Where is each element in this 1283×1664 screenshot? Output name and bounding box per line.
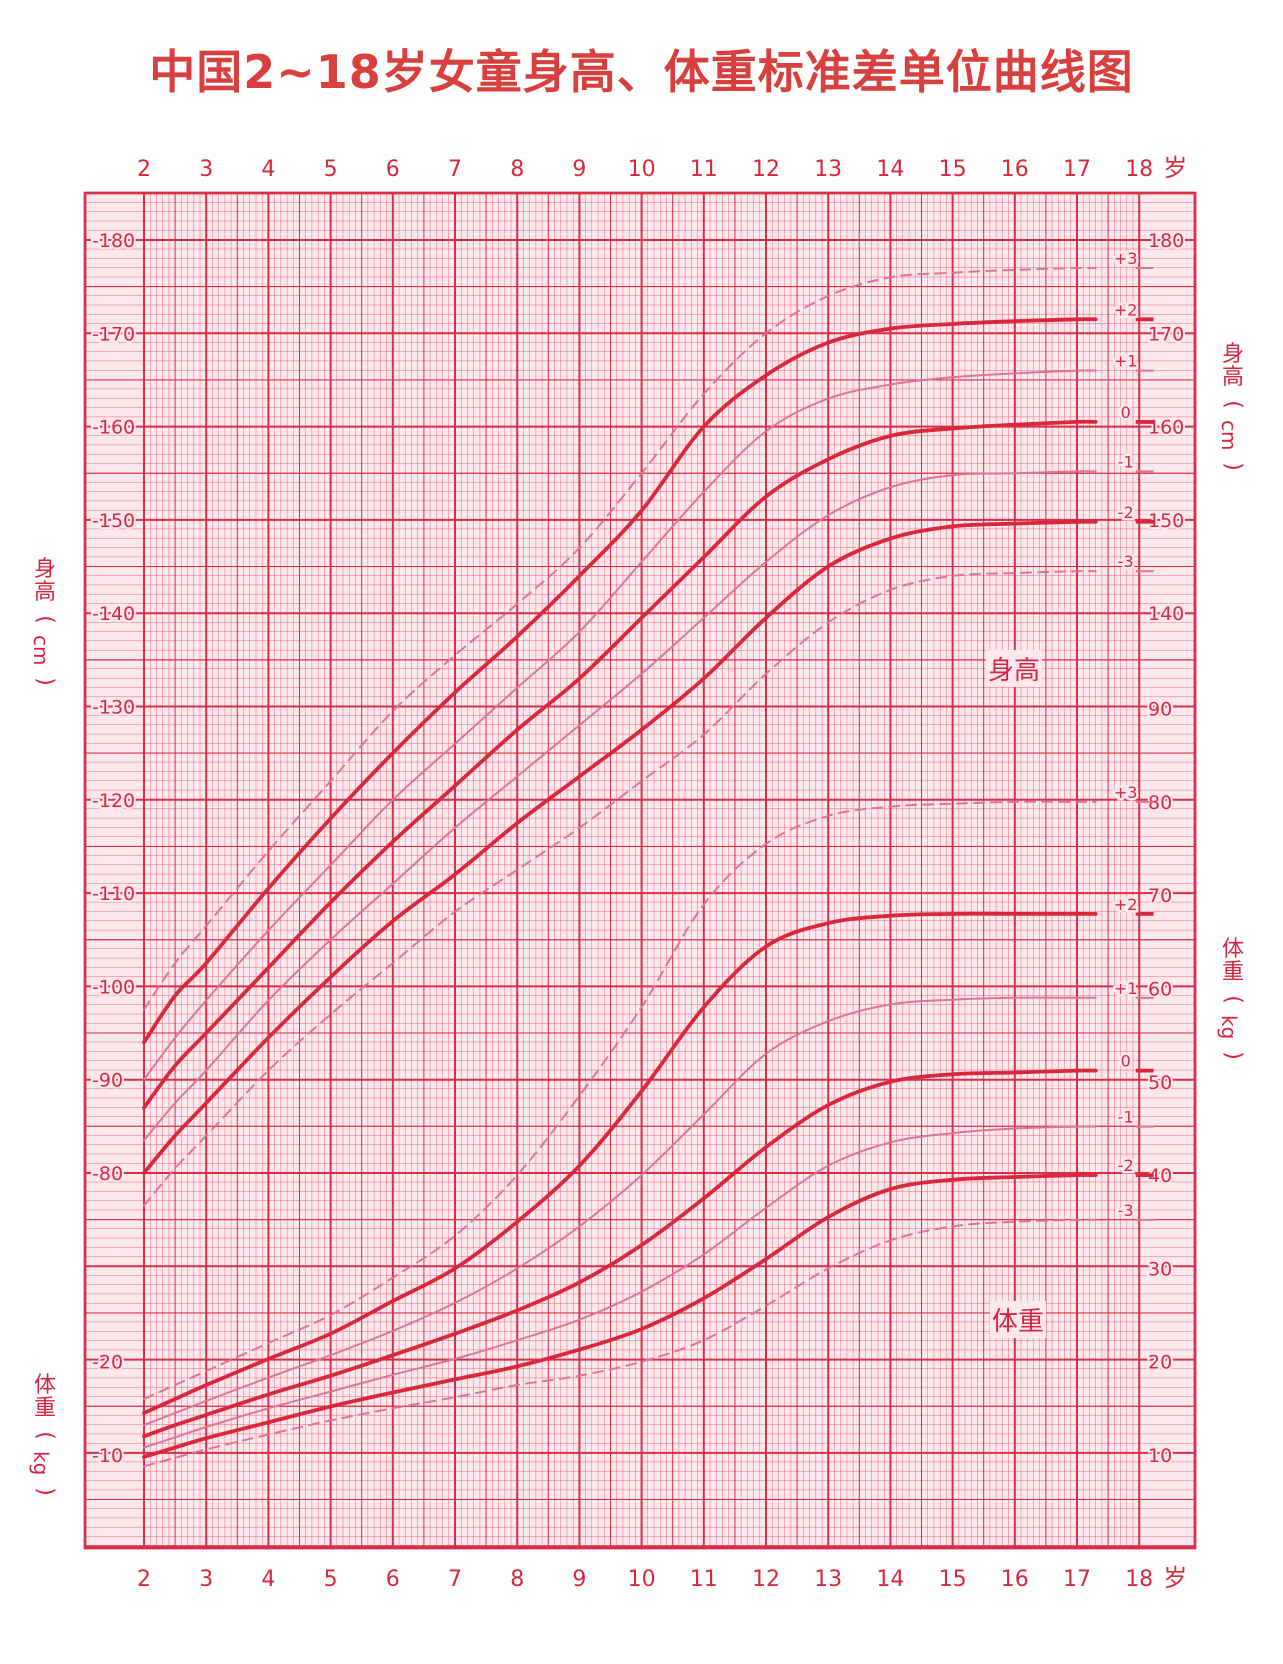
height-series-label: +1: [1114, 352, 1138, 371]
right-height-axis-label: 身高 ( cm ): [1217, 342, 1246, 471]
left-height-tick: -110: [92, 883, 135, 905]
chart-title: 中国2~18岁女童身高、体重标准差单位曲线图: [149, 45, 1134, 99]
x-tick-bottom: 15: [939, 1567, 967, 1592]
x-unit-bottom: 岁: [1163, 1564, 1187, 1592]
x-tick-bottom: 10: [628, 1567, 656, 1592]
left-height-tick: -80: [92, 1163, 123, 1185]
height-series-label: 0: [1121, 403, 1131, 422]
x-tick-bottom: 8: [510, 1567, 524, 1592]
x-tick-top: 8: [510, 157, 524, 182]
weight-curves-annotation: 体重: [990, 1301, 1047, 1338]
weight-series-label: +1: [1114, 979, 1138, 998]
right-weight-tick: 60: [1148, 979, 1172, 1001]
x-tick-bottom: 2: [137, 1567, 151, 1592]
x-tick-top: 14: [876, 157, 904, 182]
left-weight-axis-label: 体重 ( kg ): [29, 1373, 58, 1496]
weight-curve-minus1: [143, 1125, 1097, 1449]
x-tick-top: 10: [628, 157, 656, 182]
height-series-label: -1: [1118, 452, 1134, 471]
right-weight-tick: 30: [1148, 1258, 1172, 1280]
weight-curve-plus1: [143, 996, 1097, 1427]
height-curve-plus1: [143, 369, 1097, 1081]
weight-curve-minus3: [143, 1218, 1097, 1468]
weight-curve-0: [142, 1068, 1098, 1439]
x-tick-top: 2: [137, 157, 151, 182]
x-tick-bottom: 17: [1063, 1567, 1091, 1592]
right-height-tick: 170: [1148, 323, 1184, 345]
x-tick-bottom: 7: [448, 1567, 462, 1592]
weight-series-label: 0: [1121, 1052, 1131, 1071]
left-height-tick: -90: [92, 1070, 123, 1092]
x-tick-bottom: 13: [814, 1567, 842, 1592]
x-tick-bottom: 12: [752, 1567, 780, 1592]
height-curves-annotation: 身高: [986, 650, 1043, 687]
height-series-label: +3: [1114, 249, 1138, 268]
x-tick-top: 4: [261, 157, 275, 182]
left-height-tick: -120: [92, 790, 135, 812]
right-height-tick: 160: [1148, 417, 1184, 439]
x-tick-top: 15: [939, 157, 967, 182]
left-height-tick: -170: [92, 323, 135, 345]
left-height-tick: -150: [92, 510, 135, 532]
right-height-tick: 140: [1148, 603, 1184, 625]
height-series-label: +2: [1114, 300, 1138, 319]
x-unit-top: 岁: [1163, 154, 1187, 182]
x-tick-top: 12: [752, 157, 780, 182]
left-height-tick: -180: [92, 230, 135, 252]
weight-series-label: -1: [1118, 1108, 1134, 1127]
x-tick-top: 6: [386, 157, 400, 182]
x-tick-bottom: 9: [572, 1567, 586, 1592]
height-curve-plus2: [142, 317, 1098, 1045]
height-series-label: -2: [1118, 503, 1134, 522]
height-series-label: -3: [1118, 552, 1134, 571]
x-tick-bottom: 11: [690, 1567, 718, 1592]
right-weight-tick: 80: [1148, 792, 1172, 814]
x-tick-top: 3: [199, 157, 213, 182]
weight-curve-minus2: [142, 1173, 1098, 1459]
right-weight-tick: 20: [1148, 1352, 1172, 1374]
weight-series-label: +2: [1114, 895, 1138, 914]
x-tick-top: 7: [448, 157, 462, 182]
left-height-tick: -140: [92, 603, 135, 625]
left-height-tick: -100: [92, 976, 135, 998]
height-curve-minus2: [142, 519, 1098, 1175]
right-weight-axis-label: 体重 ( kg ): [1217, 937, 1246, 1060]
height-curve-0: [142, 419, 1098, 1110]
right-height-tick: 180: [1148, 230, 1184, 252]
right-height-tick: 150: [1148, 510, 1184, 532]
x-tick-top: 9: [572, 157, 586, 182]
x-tick-bottom: 18: [1125, 1567, 1153, 1592]
x-tick-top: 11: [690, 157, 718, 182]
x-tick-bottom: 14: [876, 1567, 904, 1592]
weight-curve-plus3: [143, 800, 1097, 1400]
right-weight-tick: 90: [1148, 699, 1172, 721]
weight-series-label: +3: [1114, 783, 1138, 802]
x-tick-top: 18: [1125, 157, 1153, 182]
weight-curve-plus2: [142, 911, 1098, 1415]
x-tick-bottom: 5: [324, 1567, 338, 1592]
right-weight-tick: 10: [1148, 1445, 1172, 1467]
right-weight-tick: 70: [1148, 885, 1172, 907]
right-weight-tick: 50: [1148, 1072, 1172, 1094]
x-tick-bottom: 6: [386, 1567, 400, 1592]
x-tick-bottom: 16: [1001, 1567, 1029, 1592]
left-weight-tick: -10: [92, 1445, 123, 1467]
x-tick-bottom: 3: [199, 1567, 213, 1592]
height-curve-minus3: [143, 570, 1097, 1207]
left-height-tick: -130: [92, 697, 135, 719]
weight-series-label: -3: [1118, 1201, 1134, 1220]
left-height-tick: -160: [92, 417, 135, 439]
x-tick-top: 16: [1001, 157, 1029, 182]
plot-frame: [83, 191, 1197, 1550]
x-tick-bottom: 4: [261, 1567, 275, 1592]
left-height-axis-label: 身高 ( cm ): [29, 557, 58, 686]
height-curve-minus1: [143, 470, 1097, 1142]
height-curve-plus3: [143, 266, 1097, 1011]
left-weight-tick: -20: [92, 1352, 123, 1374]
x-tick-top: 13: [814, 157, 842, 182]
weight-series-label: -2: [1118, 1156, 1134, 1175]
x-tick-top: 17: [1063, 157, 1091, 182]
x-tick-top: 5: [324, 157, 338, 182]
